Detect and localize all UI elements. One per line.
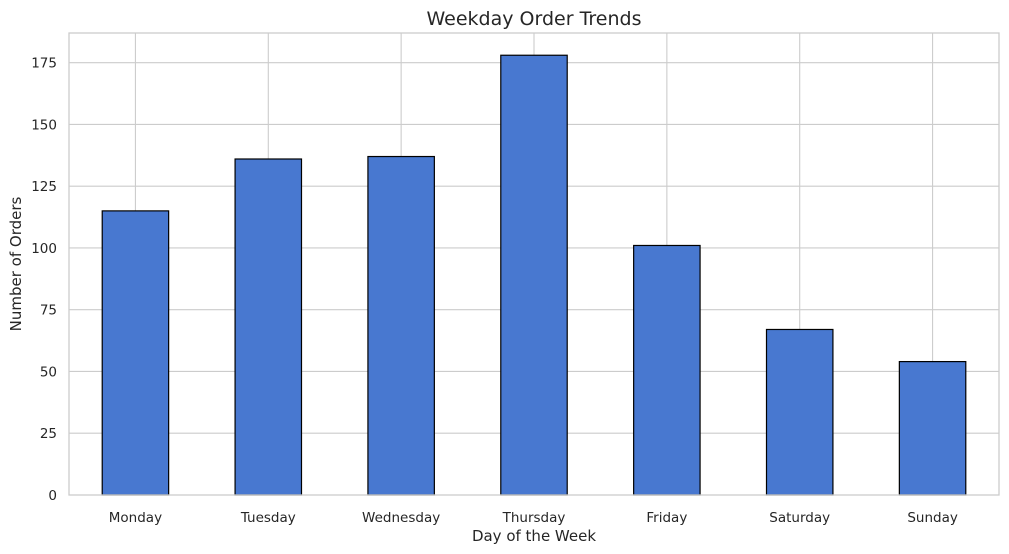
plot-frame xyxy=(68,32,1000,496)
bar-monday xyxy=(101,210,170,496)
x-tick-label: Sunday xyxy=(907,510,958,526)
y-tick-label: 125 xyxy=(31,179,57,195)
x-tick-label: Friday xyxy=(646,510,687,526)
bar-layer xyxy=(101,54,967,496)
y-tick-label: 175 xyxy=(31,56,57,72)
bar-thursday xyxy=(500,54,568,496)
x-tick-label: Monday xyxy=(109,510,162,526)
y-tick-label: 100 xyxy=(31,241,57,257)
bar-wednesday xyxy=(367,155,435,496)
y-tick-label: 50 xyxy=(40,364,57,380)
y-tick-label: 25 xyxy=(40,426,57,442)
x-tick-labels: Monday Tuesday Wednesday Thursday Friday Satu… xyxy=(109,510,958,526)
bar-tuesday xyxy=(234,158,303,496)
x-axis-label: Day of the Week xyxy=(472,527,596,545)
y-tick-label: 150 xyxy=(31,117,57,133)
y-axis-label: Number of Orders xyxy=(7,196,25,331)
x-tick-label: Thursday xyxy=(502,510,566,526)
bar-sunday xyxy=(898,360,967,496)
x-tick-label: Wednesday xyxy=(362,510,440,526)
y-tick-label: 75 xyxy=(40,303,57,319)
chart-title: Weekday Order Trends xyxy=(427,8,642,30)
y-tick-label: 0 xyxy=(48,488,57,504)
bar-saturday xyxy=(765,328,834,496)
bar-friday xyxy=(633,244,701,496)
x-tick-label: Saturday xyxy=(769,510,830,526)
y-tick-labels: 0 25 50 75 100 125 150 175 xyxy=(31,56,57,504)
x-tick-label: Tuesday xyxy=(240,510,296,526)
